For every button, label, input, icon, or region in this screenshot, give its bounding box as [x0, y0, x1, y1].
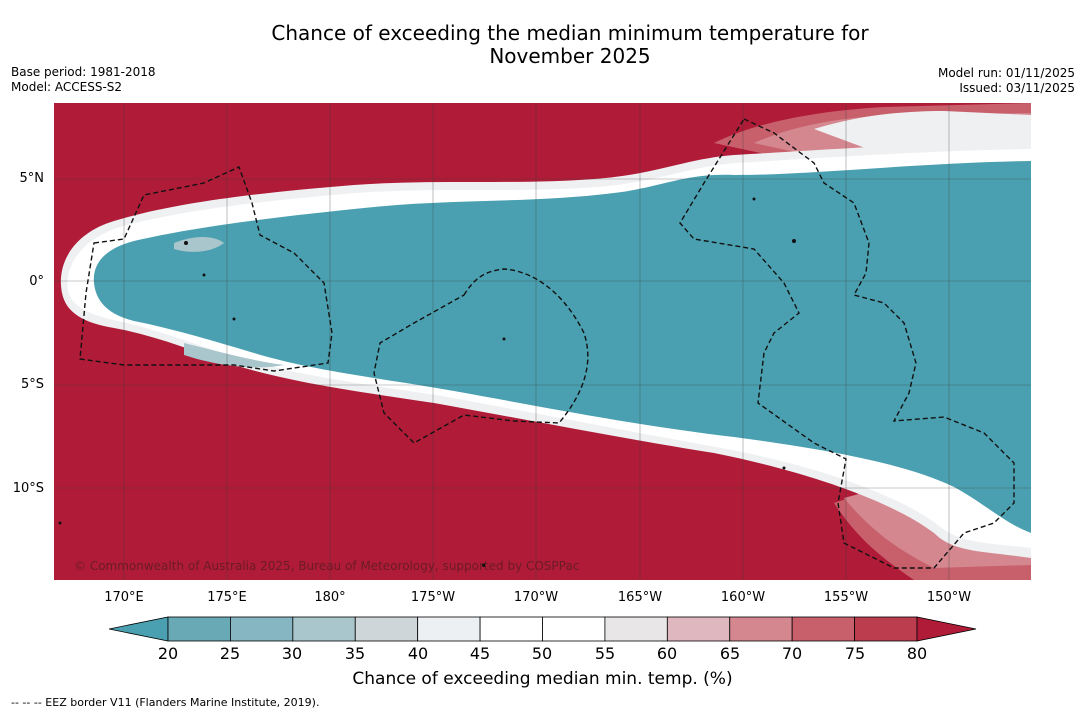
- islands: [58, 197, 796, 567]
- colorbar-segment-35-40: [354, 616, 419, 642]
- cool-region: [93, 161, 1031, 533]
- colorbar-over-arrow: [916, 616, 977, 642]
- patch-30-35-south: [184, 343, 284, 368]
- lon-label-180: 180°: [314, 590, 346, 605]
- colorbar-segment-20-25: [167, 616, 231, 642]
- eez-legend-note: -- -- -- EEZ border V11 (Flanders Marine…: [11, 696, 320, 709]
- ctick-45: 45: [469, 644, 491, 663]
- eez-borders: [79, 118, 1015, 569]
- ctick-55: 55: [594, 644, 616, 663]
- colorbar-segments: [167, 616, 918, 642]
- lon-label-170e: 170°E: [104, 590, 144, 605]
- colorbar-segment-60-65: [666, 616, 731, 642]
- colorbar-segment-65-70: [729, 616, 793, 642]
- colorbar: [109, 616, 977, 642]
- ctick-30: 30: [281, 644, 303, 663]
- ctick-60: 60: [656, 644, 678, 663]
- colorbar-segment-30-35: [292, 616, 356, 642]
- colorbar-segment-75-80: [854, 616, 918, 642]
- colorbar-segment-50-55: [542, 616, 606, 642]
- ctick-40: 40: [407, 644, 429, 663]
- colorbar-segment-25-30: [230, 616, 294, 642]
- colorbar-under-arrow: [109, 616, 169, 642]
- ctick-75: 75: [844, 644, 866, 663]
- ctick-25: 25: [219, 644, 241, 663]
- copyright-notice: © Commonwealth of Australia 2025, Bureau…: [74, 559, 579, 573]
- lon-label-165w: 165°W: [617, 590, 663, 605]
- lon-label-175w: 175°W: [410, 590, 456, 605]
- patch-30-35: [174, 237, 224, 252]
- lon-label-150w: 150°W: [926, 590, 972, 605]
- lon-label-175e: 175°E: [207, 590, 247, 605]
- base-info: Base period: 1981-2018 Model: ACCESS-S2: [11, 65, 156, 95]
- ctick-50: 50: [531, 644, 553, 663]
- colorbar-segment-45-50: [479, 616, 543, 642]
- lat-label-5s: 5°S: [20, 377, 44, 392]
- colorbar-label: Chance of exceeding median min. temp. (%…: [352, 669, 733, 689]
- model-run-date: Model run: 01/11/2025: [937, 66, 1075, 80]
- lon-label-160w: 160°W: [720, 590, 766, 605]
- issued-date: Issued: 03/11/2025: [959, 81, 1075, 95]
- run-info: Model run: 01/11/2025 Issued: 03/11/2025: [938, 66, 1075, 96]
- ctick-65: 65: [719, 644, 741, 663]
- lon-label-155w: 155°W: [823, 590, 869, 605]
- map-title: Chance of exceeding the median minimum t…: [0, 22, 1085, 68]
- lat-label-5n: 5°N: [19, 171, 45, 186]
- forecast-map: © Commonwealth of Australia 2025, Bureau…: [54, 103, 1031, 580]
- lat-label-0: 0°: [29, 274, 44, 289]
- ctick-20: 20: [157, 644, 179, 663]
- model-name: Model: ACCESS-S2: [11, 80, 123, 94]
- ctick-70: 70: [781, 644, 803, 663]
- base-period: Base period: 1981-2018: [11, 65, 156, 79]
- colorbar-segment-70-75: [791, 616, 855, 642]
- title-line-2: November 2025: [489, 44, 651, 68]
- graticule: [54, 103, 1031, 580]
- forecast-map-svg: © Commonwealth of Australia 2025, Bureau…: [54, 103, 1031, 580]
- ctick-35: 35: [344, 644, 366, 663]
- lon-label-170w: 170°W: [513, 590, 559, 605]
- colorbar-segment-40-45: [417, 616, 481, 642]
- ctick-80: 80: [906, 644, 928, 663]
- colorbar-segment-55-60: [604, 616, 668, 642]
- title-line-1: Chance of exceeding the median minimum t…: [271, 21, 869, 45]
- lat-label-10s: 10°S: [12, 481, 44, 496]
